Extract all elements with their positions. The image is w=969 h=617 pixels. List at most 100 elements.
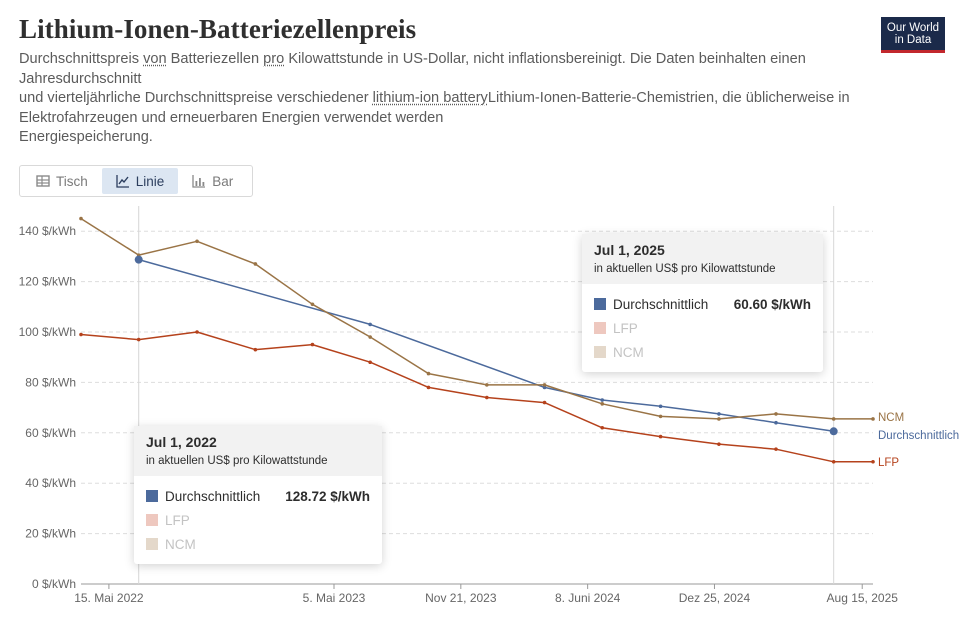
series-end-label: NCM [878, 412, 904, 424]
hover-marker [134, 255, 143, 264]
subtitle-link-von[interactable]: von [143, 51, 167, 67]
subtitle-link-pro[interactable]: pro [263, 51, 285, 67]
y-tick-label: 60 $/kWh [25, 426, 76, 440]
tab-line[interactable]: Linie [101, 168, 179, 194]
lfp-point [658, 434, 663, 439]
lfp-point [831, 459, 836, 464]
x-tick-label: Dez 25, 2024 [679, 591, 751, 605]
tab-bar[interactable]: Bar [178, 168, 247, 194]
avg-point [658, 404, 663, 409]
bar-chart-icon [192, 175, 206, 188]
x-tick-label: Nov 21, 2023 [425, 591, 497, 605]
x-tick-label: 15. Mai 2022 [74, 591, 144, 605]
x-tick-label: Aug 15, 2025 [827, 591, 899, 605]
y-tick-label: 0 $/kWh [32, 577, 76, 591]
logo-line: Our World [886, 22, 940, 34]
tab-label: Bar [212, 173, 234, 189]
legend-swatch [146, 490, 158, 502]
legend-swatch [146, 538, 158, 550]
avg-point [368, 322, 372, 327]
subtitle-text: Kilowattstunde in US-Dollar, nicht infla… [284, 51, 806, 67]
ncm-point [310, 302, 315, 307]
avg-point [600, 398, 605, 402]
tooltip-2025: Jul 1, 2025 in aktuellen US$ pro Kilowat… [582, 234, 823, 372]
lfp-point [774, 447, 778, 451]
ncm-point [485, 383, 489, 387]
view-tabs: Tisch Linie Bar [19, 165, 253, 197]
series-name: LFP [613, 320, 638, 336]
ncm-point [368, 335, 372, 339]
avg-point [774, 420, 778, 425]
series-name: Durchschnittlich [165, 488, 261, 504]
lfp-point [253, 347, 258, 352]
lfp-point [600, 425, 605, 430]
series-name: NCM [165, 536, 196, 552]
hover-marker [829, 427, 838, 436]
tooltip-row-avg: Durchschnittlich 60.60 $/kWh [582, 292, 823, 316]
lfp-point [368, 360, 372, 365]
y-tick-label: 40 $/kWh [25, 476, 76, 490]
tooltip-row-lfp: LFP [582, 316, 823, 340]
subtitle-text: Durchschnittspreis [19, 51, 144, 67]
legend-swatch [594, 298, 606, 310]
x-tick-label: 8. Juni 2024 [555, 591, 621, 605]
subtitle-link-lithium-ion-battery[interactable]: lithium-ion battery [372, 90, 488, 106]
lfp-point [195, 330, 199, 334]
series-value: 60.60 $/kWh [733, 296, 811, 312]
line-chart-icon [116, 175, 129, 188]
lfp-point [485, 395, 489, 400]
subtitle-text: Energiespeicherung. [19, 129, 153, 145]
ncm-point [426, 371, 431, 376]
y-tick-label: 140 $/kWh [19, 224, 76, 238]
tooltip-row-lfp: LFP [134, 508, 382, 532]
lfp-point [79, 332, 83, 337]
legend-swatch [146, 514, 158, 526]
chart-title: Lithium-Ionen-Batteriezellenpreis [19, 14, 417, 44]
subtitle-text: Batteriezellen [166, 51, 264, 67]
lfp-point [136, 337, 141, 342]
lfp-point [871, 459, 875, 464]
ncm-point [774, 412, 778, 416]
subtitle-text: Elektrofahrzeugen und erneuerbaren Energ… [19, 109, 444, 126]
chart-subtitle: Durchschnittspreis von Batteriezellen pr… [19, 50, 879, 148]
lfp-point [426, 385, 431, 390]
avg-point [717, 412, 721, 416]
avg-line [138, 258, 834, 433]
tooltip-date: Jul 1, 2022 [146, 434, 217, 450]
series-value: 128.72 $/kWh [285, 488, 370, 504]
ncm-point [79, 216, 83, 221]
y-tick-label: 80 $/kWh [25, 375, 76, 389]
logo-line: in Data [894, 34, 932, 46]
series-name: Durchschnittlich [613, 296, 709, 312]
series-end-label: Durchschnittlich [878, 430, 959, 442]
y-tick-label: 120 $/kWh [19, 275, 76, 289]
ncm-point [253, 262, 258, 266]
series-end-label: LFP [878, 457, 899, 469]
owid-logo[interactable]: Our World in Data [881, 17, 945, 53]
avg-point [542, 385, 547, 390]
y-tick-label: 20 $/kWh [25, 527, 76, 541]
ncm-point [195, 239, 199, 244]
tooltip-2022: Jul 1, 2022 in aktuellen US$ pro Kilowat… [134, 426, 382, 564]
tooltip-unit: in aktuellen US$ pro Kilowattstunde [594, 263, 776, 275]
ncm-point [831, 417, 836, 421]
tab-label: Linie [135, 173, 165, 189]
ncm-point [542, 383, 547, 387]
series-name: NCM [613, 344, 644, 360]
tooltip-row-ncm: NCM [582, 340, 823, 364]
tooltip-unit: in aktuellen US$ pro Kilowattstunde [146, 455, 328, 467]
ncm-point [600, 402, 605, 406]
subtitle-text: und vierteljährliche Durchschnittspreise… [19, 90, 373, 106]
table-icon [36, 175, 50, 187]
legend-swatch [594, 346, 606, 358]
ncm-point [717, 417, 721, 421]
legend-swatch [594, 322, 606, 334]
ncm-point [658, 414, 663, 419]
ncm-point [871, 417, 875, 421]
lfp-point [310, 342, 315, 347]
subtitle-text: Jahresdurchschnitt [19, 70, 142, 87]
y-tick-label: 100 $/kWh [19, 325, 76, 339]
tooltip-date: Jul 1, 2025 [594, 242, 665, 258]
tab-table[interactable]: Tisch [22, 168, 102, 194]
